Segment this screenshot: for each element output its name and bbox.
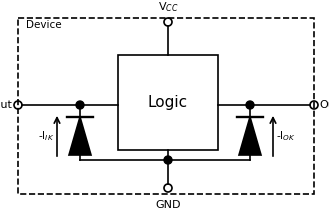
Text: -I$_{IK}$: -I$_{IK}$ [38,129,54,143]
Circle shape [164,156,172,164]
Bar [118,55,218,150]
Text: V$_{CC}$: V$_{CC}$ [158,0,178,14]
Circle shape [76,101,84,109]
Text: Device: Device [26,20,62,30]
Text: Input: Input [0,100,13,110]
Circle shape [246,101,254,109]
Text: Logic: Logic [148,95,188,110]
Bar [18,18,314,194]
Text: GND: GND [155,200,181,210]
Polygon shape [239,117,261,155]
Text: -I$_{OK}$: -I$_{OK}$ [276,129,296,143]
Polygon shape [69,117,91,155]
Text: Output: Output [319,100,329,110]
